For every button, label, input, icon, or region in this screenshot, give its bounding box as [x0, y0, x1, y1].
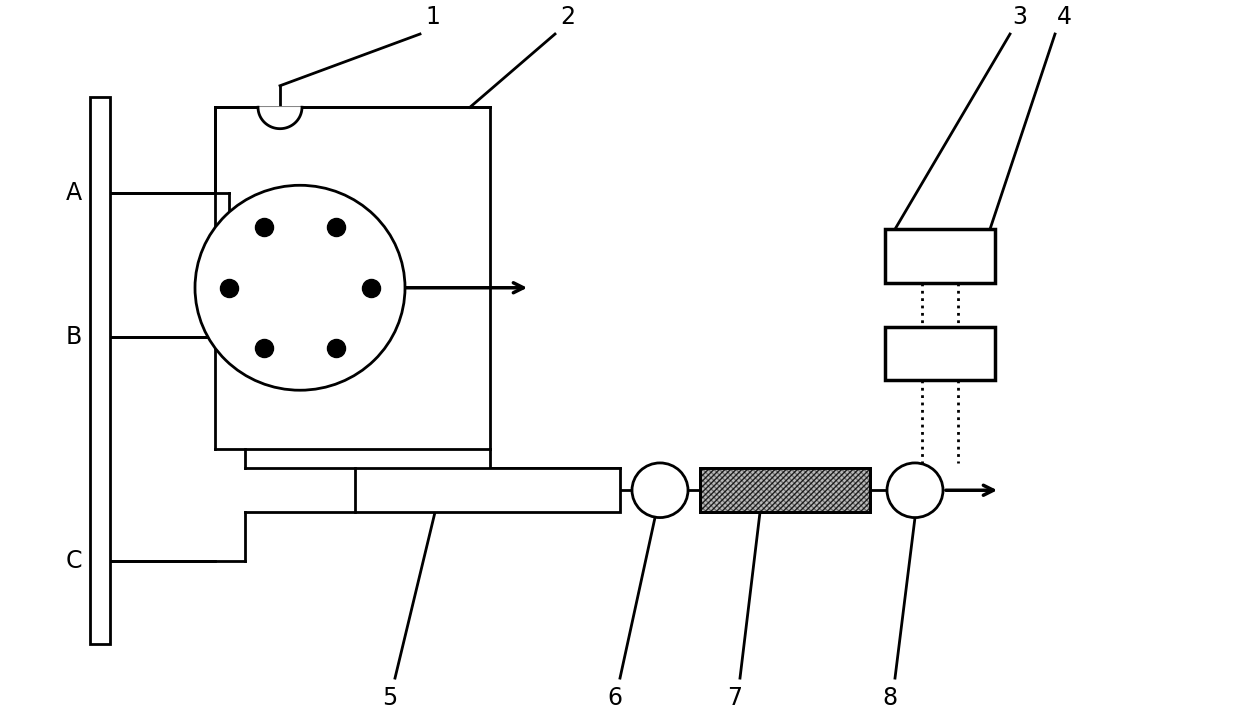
Text: 4: 4: [1056, 5, 1073, 29]
Circle shape: [632, 463, 688, 518]
Text: 5: 5: [382, 686, 398, 710]
Bar: [701, 468, 870, 512]
Text: 3: 3: [1012, 5, 1027, 29]
Text: 6: 6: [608, 686, 622, 710]
Text: 8: 8: [883, 686, 898, 710]
Bar: [885, 327, 994, 381]
Bar: [355, 468, 620, 512]
Bar: [701, 468, 870, 512]
Circle shape: [195, 185, 405, 390]
Text: 1: 1: [425, 5, 440, 29]
Circle shape: [887, 463, 942, 518]
Bar: [91, 98, 110, 644]
Text: B: B: [66, 324, 82, 349]
Text: A: A: [66, 181, 82, 205]
Polygon shape: [258, 107, 303, 128]
Text: 7: 7: [728, 686, 743, 710]
Bar: [885, 229, 994, 283]
Text: 2: 2: [560, 5, 575, 29]
Bar: [701, 468, 870, 512]
Text: C: C: [66, 549, 82, 573]
